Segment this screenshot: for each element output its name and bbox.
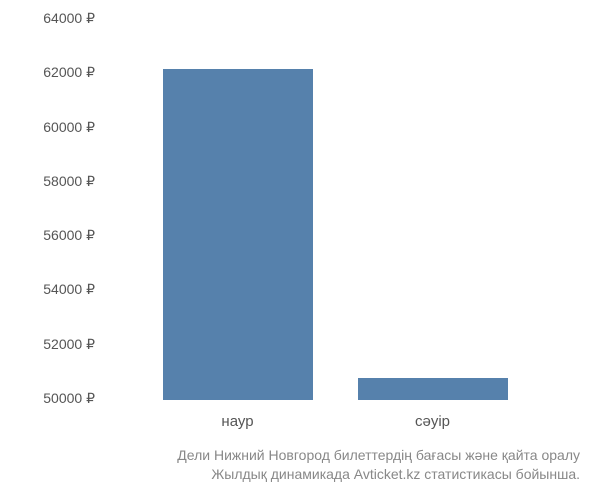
bar: [163, 69, 313, 400]
bar: [358, 378, 508, 400]
x-tick-label: наур: [148, 413, 328, 430]
plot-area: 50000 ₽52000 ₽54000 ₽56000 ₽58000 ₽60000…: [100, 20, 570, 400]
y-tick-label: 64000 ₽: [43, 10, 95, 27]
caption-line-2: Жылдық динамикада Avticket.kz статистика…: [20, 465, 580, 485]
y-tick-label: 52000 ₽: [43, 336, 95, 353]
y-tick-label: 62000 ₽: [43, 64, 95, 81]
x-tick-label: сәуір: [343, 413, 523, 430]
chart-caption: Дели Нижний Новгород билеттердің бағасы …: [20, 446, 580, 485]
caption-line-1: Дели Нижний Новгород билеттердің бағасы …: [20, 446, 580, 466]
y-tick-label: 54000 ₽: [43, 281, 95, 298]
y-tick-label: 50000 ₽: [43, 390, 95, 407]
y-tick-label: 60000 ₽: [43, 119, 95, 136]
chart-container: 50000 ₽ 52000 ₽ 54000 ₽ 56000 ₽ 58000 ₽ 60000…: [0, 0, 600, 500]
bar-wrapper: [343, 378, 523, 400]
x-axis-labels: наур сәуір: [100, 413, 570, 430]
y-tick-label: 58000 ₽: [43, 173, 95, 190]
y-tick-label: 56000 ₽: [43, 227, 95, 244]
y-axis: 50000 ₽52000 ₽54000 ₽56000 ₽58000 ₽60000…: [20, 20, 95, 400]
bars-area: [100, 20, 570, 400]
bar-wrapper: [148, 69, 328, 400]
